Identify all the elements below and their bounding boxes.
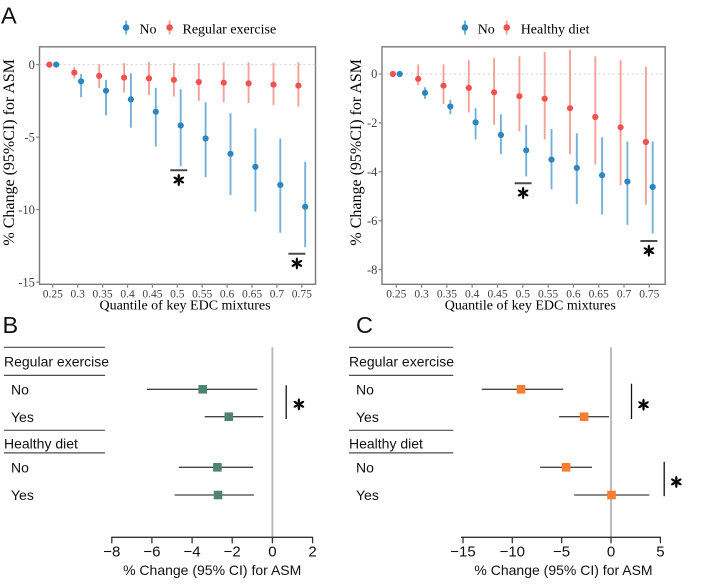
svg-text:0.4: 0.4: [120, 289, 135, 301]
svg-text:No: No: [11, 459, 29, 475]
svg-text:0.35: 0.35: [93, 289, 113, 301]
svg-text:Regular exercise: Regular exercise: [349, 353, 454, 369]
svg-text:A: A: [1, 3, 17, 29]
svg-text:Quantile of key EDC mixtures: Quantile of key EDC mixtures: [445, 298, 616, 313]
svg-text:0.4: 0.4: [465, 289, 480, 301]
svg-text:0.65: 0.65: [589, 289, 609, 301]
svg-text:0: 0: [371, 67, 377, 81]
svg-text:-5: -5: [24, 130, 34, 144]
svg-text:5: 5: [656, 544, 664, 561]
svg-text:0.55: 0.55: [538, 289, 558, 301]
svg-text:0.75: 0.75: [292, 289, 312, 301]
svg-text:−4: −4: [184, 544, 201, 561]
svg-text:% Change (95%CI) for ASM: % Change (95%CI) for ASM: [348, 59, 365, 246]
svg-text:C: C: [356, 312, 373, 338]
svg-text:Yes: Yes: [11, 487, 34, 503]
svg-text:−5: −5: [553, 544, 570, 561]
svg-text:0.6: 0.6: [220, 289, 235, 301]
svg-text:Regular exercise: Regular exercise: [183, 22, 277, 37]
svg-text:0.55: 0.55: [192, 289, 212, 301]
svg-text:-10: -10: [18, 203, 35, 217]
svg-text:% Change (95% CI) for ASM: % Change (95% CI) for ASM: [474, 562, 652, 578]
svg-text:−6: −6: [143, 544, 160, 561]
svg-text:−15: −15: [450, 544, 475, 561]
svg-text:% Change (95%CI) for ASM: % Change (95%CI) for ASM: [1, 59, 18, 246]
svg-text:Yes: Yes: [356, 409, 379, 425]
svg-text:Yes: Yes: [11, 409, 34, 425]
svg-text:Healthy diet: Healthy diet: [521, 22, 590, 37]
svg-text:−2: −2: [224, 544, 241, 561]
svg-text:Regular exercise: Regular exercise: [4, 353, 109, 369]
svg-text:0.3: 0.3: [414, 289, 429, 301]
svg-text:-2: -2: [367, 116, 377, 130]
svg-text:Healthy diet: Healthy diet: [4, 435, 78, 451]
svg-text:0.25: 0.25: [386, 289, 406, 301]
svg-text:0.3: 0.3: [71, 289, 86, 301]
svg-text:-8: -8: [367, 263, 377, 277]
svg-text:0.7: 0.7: [617, 289, 632, 301]
svg-text:0: 0: [607, 544, 615, 561]
svg-text:0.45: 0.45: [487, 289, 507, 301]
svg-text:-6: -6: [367, 214, 377, 228]
svg-text:0: 0: [29, 58, 35, 72]
svg-text:Quantile of key EDC mixtures: Quantile of key EDC mixtures: [99, 298, 270, 313]
svg-text:No: No: [356, 381, 374, 397]
svg-text:0.7: 0.7: [270, 289, 285, 301]
svg-text:0.5: 0.5: [516, 289, 531, 301]
svg-text:No: No: [356, 459, 374, 475]
svg-text:0.65: 0.65: [242, 289, 262, 301]
svg-text:0.6: 0.6: [566, 289, 581, 301]
svg-text:−10: −10: [500, 544, 525, 561]
svg-text:0.45: 0.45: [142, 289, 162, 301]
svg-text:0: 0: [268, 544, 276, 561]
svg-text:-4: -4: [367, 165, 378, 179]
svg-text:-15: -15: [18, 275, 35, 289]
svg-text:% Change (95% CI) for ASM: % Change (95% CI) for ASM: [123, 562, 301, 578]
svg-text:0.5: 0.5: [170, 289, 185, 301]
svg-text:No: No: [139, 22, 156, 37]
svg-text:−8: −8: [103, 544, 120, 561]
svg-text:2: 2: [308, 544, 316, 561]
svg-text:B: B: [3, 312, 19, 338]
svg-text:0.75: 0.75: [639, 289, 659, 301]
svg-text:Healthy diet: Healthy diet: [349, 435, 423, 451]
svg-text:Yes: Yes: [356, 487, 379, 503]
svg-text:0.25: 0.25: [43, 289, 63, 301]
svg-text:No: No: [478, 22, 495, 37]
svg-text:0.35: 0.35: [437, 289, 457, 301]
svg-text:No: No: [11, 381, 29, 397]
